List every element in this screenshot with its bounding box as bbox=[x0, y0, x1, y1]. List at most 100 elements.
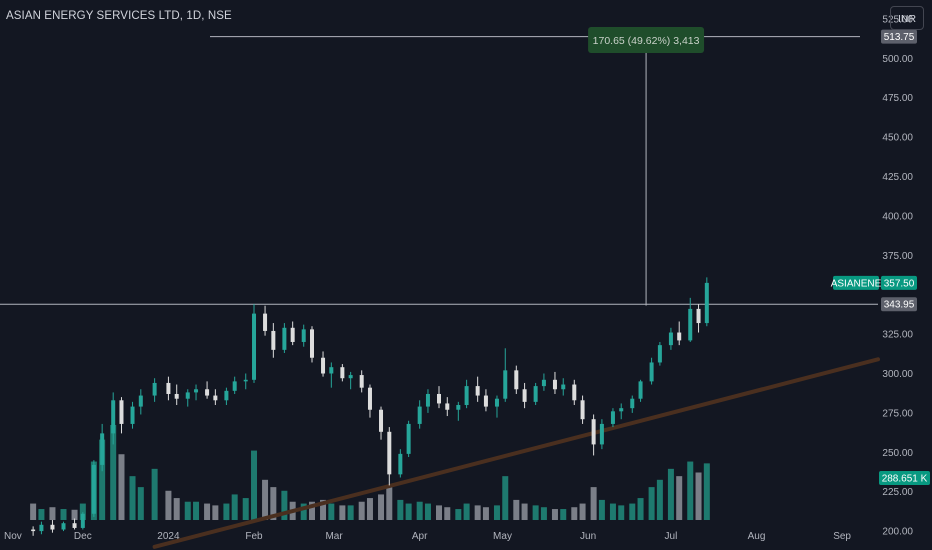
volume-bar bbox=[463, 503, 470, 520]
candle-body bbox=[166, 382, 171, 394]
candle-body bbox=[561, 384, 566, 390]
candle-body bbox=[533, 386, 538, 402]
volume-bar bbox=[416, 501, 423, 520]
candle-body bbox=[668, 332, 673, 346]
volume-bar bbox=[444, 507, 451, 520]
candle-body bbox=[494, 398, 499, 407]
volume-bar bbox=[38, 509, 45, 520]
volume-bar bbox=[474, 505, 481, 520]
volume-bar bbox=[262, 479, 269, 520]
time-tick-label: Jun bbox=[580, 531, 596, 542]
volume-bar bbox=[513, 499, 520, 520]
candle-body bbox=[610, 411, 615, 424]
candle-body bbox=[696, 308, 701, 324]
candle-body bbox=[252, 313, 257, 380]
volume-bar bbox=[165, 490, 172, 520]
level-price-badge: 343.95 bbox=[884, 300, 915, 311]
candle-body bbox=[232, 381, 237, 391]
candle-body bbox=[185, 392, 190, 399]
candle-body bbox=[437, 393, 441, 404]
volume-bar bbox=[270, 487, 277, 520]
time-tick-label: Sep bbox=[833, 531, 851, 542]
volume-bar bbox=[339, 505, 346, 520]
candle-body bbox=[263, 313, 268, 331]
volume-badge-bg bbox=[879, 471, 930, 485]
volume-bar bbox=[358, 501, 365, 520]
candle-body bbox=[130, 406, 135, 424]
volume-bar bbox=[521, 503, 528, 520]
volume-bar bbox=[579, 503, 586, 520]
candle-body bbox=[541, 379, 546, 387]
volume-bar bbox=[482, 507, 489, 520]
volume-bar bbox=[424, 503, 431, 520]
candle-body bbox=[301, 329, 306, 342]
time-tick-label: May bbox=[493, 531, 512, 542]
candle-body bbox=[309, 329, 314, 358]
candle-body bbox=[213, 395, 218, 401]
volume-bar bbox=[560, 509, 567, 520]
candle-body bbox=[100, 433, 105, 465]
candle-body bbox=[503, 370, 508, 399]
candle-body bbox=[406, 423, 411, 454]
volume-bar bbox=[204, 503, 211, 520]
volume-bar bbox=[99, 439, 106, 520]
candle-body bbox=[456, 405, 461, 410]
volume-bar bbox=[386, 487, 393, 520]
candle-body bbox=[599, 423, 604, 445]
time-tick-label: Apr bbox=[412, 531, 428, 542]
last-price-badge: 357.50 bbox=[884, 278, 915, 289]
volume-bar bbox=[540, 507, 547, 520]
volume-bar bbox=[648, 487, 655, 520]
candle-body bbox=[243, 379, 248, 382]
price-tick-label: 325.00 bbox=[882, 330, 913, 341]
volume-bar bbox=[129, 476, 136, 520]
candle-body bbox=[39, 524, 44, 532]
volume-bar bbox=[30, 503, 37, 520]
price-tick-label: 375.00 bbox=[882, 251, 913, 262]
time-tick-label: Jul bbox=[665, 531, 678, 542]
price-tick-label: 225.00 bbox=[882, 487, 913, 498]
measure-label: 170.65 (49.62%) 3,413 bbox=[593, 35, 700, 47]
candle-body bbox=[572, 384, 577, 401]
candle-body bbox=[580, 400, 585, 420]
price-tick-label: 500.00 bbox=[882, 54, 913, 65]
candle-body bbox=[271, 330, 276, 350]
trendline[interactable] bbox=[152, 357, 880, 549]
volume-bar bbox=[378, 494, 385, 520]
price-tick-label: 275.00 bbox=[882, 408, 913, 419]
volume-bar bbox=[300, 503, 307, 520]
volume-bar bbox=[223, 503, 230, 520]
candle-body bbox=[704, 282, 709, 324]
candle-body bbox=[677, 332, 682, 341]
candle-body bbox=[359, 375, 364, 388]
candle-body bbox=[514, 370, 519, 390]
volume-bar bbox=[60, 509, 67, 520]
symbol-badge: ASIANENE bbox=[831, 278, 882, 289]
price-tick-label: 425.00 bbox=[882, 172, 913, 183]
volume-bar bbox=[502, 476, 509, 520]
candle-body bbox=[31, 529, 36, 532]
candle-body bbox=[591, 419, 596, 445]
candle-body bbox=[205, 389, 210, 396]
volume-bar bbox=[405, 503, 412, 520]
currency-selector[interactable]: INR bbox=[890, 6, 924, 30]
volume-bar bbox=[320, 499, 327, 520]
volume-bar bbox=[590, 487, 597, 520]
candle-body bbox=[379, 409, 384, 432]
time-tick-label: Feb bbox=[245, 531, 263, 542]
volume-bar bbox=[49, 507, 56, 520]
volume-badge: 288.651 K bbox=[882, 474, 928, 485]
candle-body bbox=[649, 362, 654, 382]
time-tick-label: 2024 bbox=[157, 531, 180, 542]
level-price-badge-bg bbox=[881, 297, 917, 312]
candle-body bbox=[282, 327, 287, 350]
price-tick-label: 450.00 bbox=[882, 133, 913, 144]
chart-title: ASIAN ENERGY SERVICES LTD, 1D, NSE bbox=[6, 10, 232, 22]
volume-bar bbox=[173, 498, 180, 520]
volume-bar bbox=[436, 505, 442, 520]
candle-body bbox=[72, 523, 77, 528]
symbol-badge-bg bbox=[833, 275, 879, 290]
candle-body bbox=[174, 393, 179, 399]
price-tick-label: 475.00 bbox=[882, 93, 913, 104]
